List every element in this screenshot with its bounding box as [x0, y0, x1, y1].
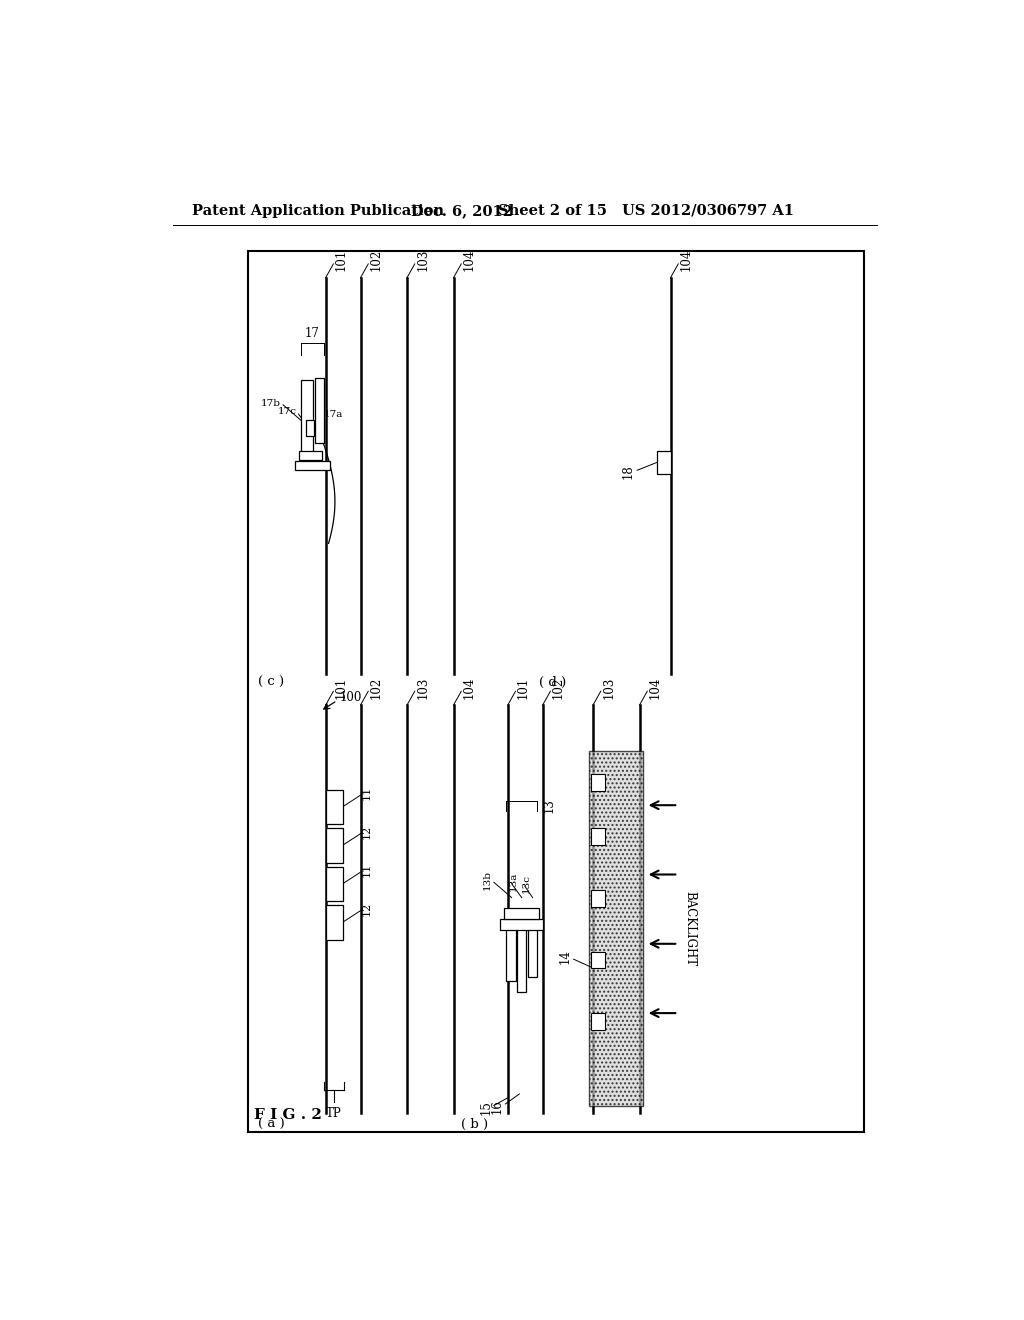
Bar	[591, 1014, 604, 1030]
Text: Sheet 2 of 15: Sheet 2 of 15	[499, 203, 607, 218]
Text: 13: 13	[543, 799, 556, 813]
Text: 16: 16	[490, 1098, 504, 1114]
Bar	[591, 952, 604, 969]
Bar	[656, 451, 671, 474]
Text: 102: 102	[370, 676, 383, 698]
Bar	[591, 829, 604, 845]
Text: BACKLIGHT: BACKLIGHT	[683, 891, 696, 966]
Bar	[589, 751, 643, 1106]
Bar	[326, 789, 343, 825]
Bar	[326, 906, 343, 940]
Text: 104: 104	[680, 249, 693, 271]
Bar	[295, 461, 330, 470]
Text: 101: 101	[517, 676, 530, 698]
Bar	[528, 919, 538, 977]
Text: 100: 100	[340, 690, 361, 704]
Text: TP: TP	[327, 1106, 342, 1119]
Text: 11: 11	[362, 863, 372, 876]
Text: 103: 103	[417, 676, 429, 698]
Text: 13c: 13c	[522, 874, 530, 894]
Text: 13a: 13a	[509, 871, 518, 891]
Bar	[326, 829, 343, 863]
Text: 14: 14	[558, 949, 571, 965]
Text: US 2012/0306797 A1: US 2012/0306797 A1	[623, 203, 795, 218]
Text: 102: 102	[370, 249, 383, 271]
Text: 17a: 17a	[324, 411, 343, 420]
Bar	[248, 251, 864, 1133]
Text: 102: 102	[552, 676, 565, 698]
Text: 101: 101	[335, 249, 348, 271]
Text: ( c ): ( c )	[258, 676, 285, 689]
Text: 17b: 17b	[261, 399, 281, 408]
Bar	[500, 919, 543, 929]
Bar	[591, 775, 604, 792]
Text: 104: 104	[463, 676, 476, 698]
Bar	[306, 420, 314, 436]
Bar	[314, 378, 324, 444]
Text: Dec. 6, 2012: Dec. 6, 2012	[411, 203, 513, 218]
Text: Patent Application Publication: Patent Application Publication	[191, 203, 443, 218]
Text: 17: 17	[305, 327, 319, 341]
Text: 103: 103	[602, 676, 615, 698]
Text: 17c: 17c	[278, 408, 297, 416]
Bar	[299, 451, 322, 461]
Text: 101: 101	[335, 676, 348, 698]
Bar	[506, 919, 515, 981]
Text: 12: 12	[362, 902, 372, 916]
Text: ( d ): ( d )	[539, 676, 566, 689]
Text: 18: 18	[622, 465, 635, 479]
Text: 103: 103	[417, 249, 429, 271]
Text: F I G . 2: F I G . 2	[254, 1107, 322, 1122]
Bar	[326, 867, 343, 902]
Text: 104: 104	[649, 676, 662, 698]
Text: ( b ): ( b )	[461, 1118, 488, 1131]
Text: 104: 104	[463, 249, 476, 271]
Text: 13b: 13b	[483, 870, 493, 890]
Bar	[504, 908, 539, 919]
Text: 15: 15	[479, 1101, 493, 1115]
Bar	[591, 890, 604, 907]
Bar	[301, 380, 313, 457]
Text: 11: 11	[362, 785, 372, 800]
Text: ( a ): ( a )	[258, 1118, 285, 1131]
Text: 12: 12	[362, 824, 372, 838]
Bar	[517, 919, 526, 993]
